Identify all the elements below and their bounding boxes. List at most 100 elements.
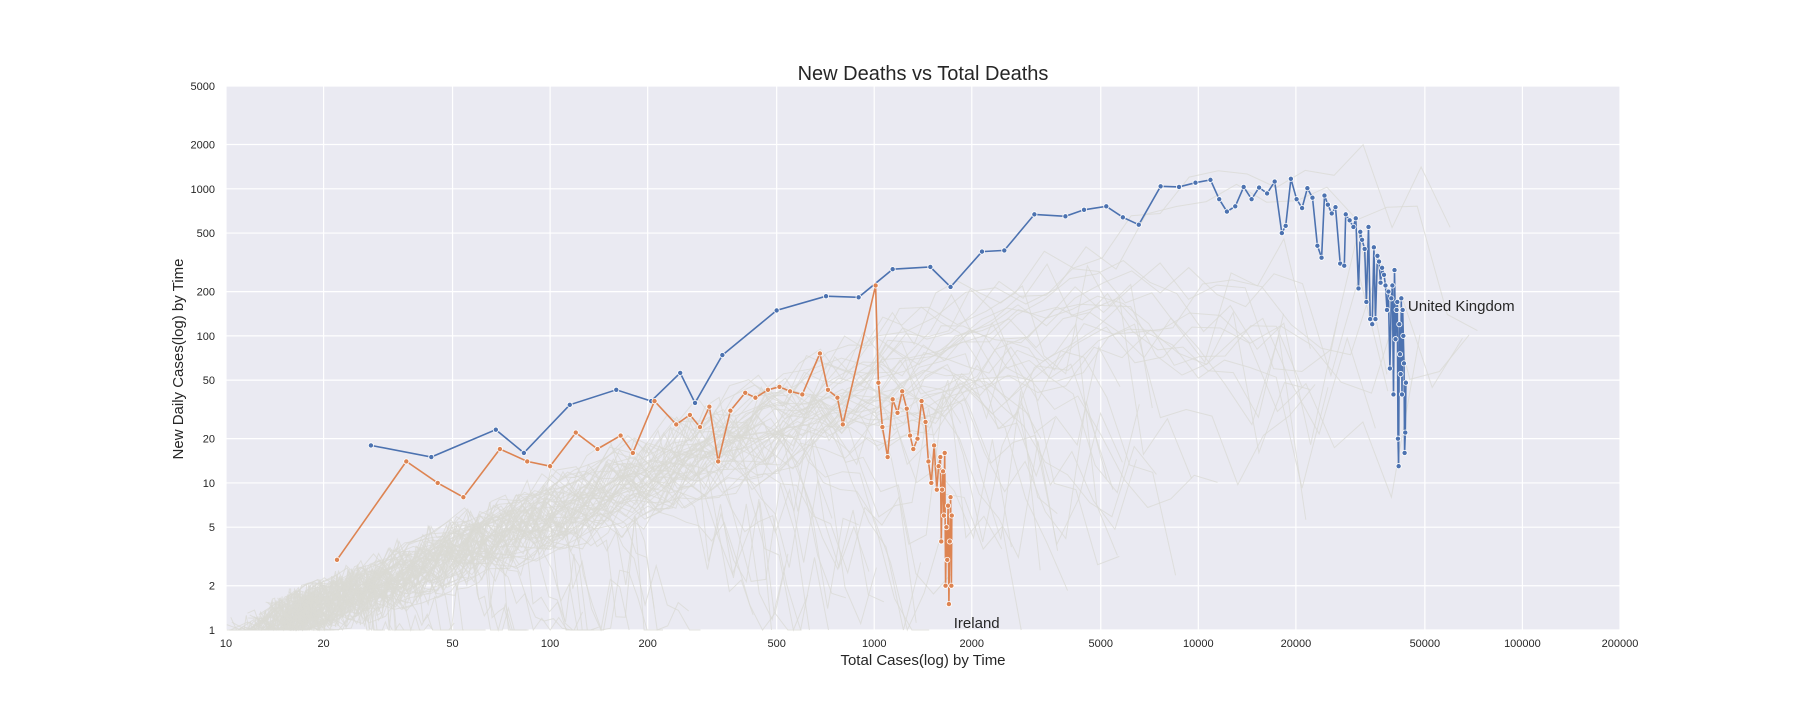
x-tick-label: 2000 xyxy=(960,638,984,650)
y-tick-label: 1000 xyxy=(191,184,215,196)
data-point xyxy=(1304,185,1311,192)
x-tick-label: 20 xyxy=(317,638,329,650)
data-point xyxy=(1361,245,1368,252)
data-point xyxy=(935,463,942,470)
data-point xyxy=(1119,214,1126,221)
data-point xyxy=(1376,258,1383,265)
background-series-line xyxy=(231,437,917,631)
data-point xyxy=(1350,223,1357,230)
data-point xyxy=(931,442,938,449)
data-point xyxy=(1396,321,1403,328)
data-point xyxy=(914,435,921,442)
data-point xyxy=(1081,206,1088,213)
data-point xyxy=(1396,351,1403,358)
background-series-line xyxy=(249,266,1389,631)
data-point xyxy=(1401,449,1408,456)
data-point xyxy=(1399,306,1406,313)
data-point xyxy=(773,307,780,314)
data-point xyxy=(686,411,693,418)
y-axis-label: New Daily Cases(log) by Time xyxy=(170,259,187,460)
background-series-line xyxy=(253,237,1311,631)
x-tick-label: 100 xyxy=(541,638,559,650)
x-tick-label: 20000 xyxy=(1281,638,1312,650)
x-tick-label: 1000 xyxy=(862,638,886,650)
data-point xyxy=(1287,175,1294,182)
data-point xyxy=(764,386,771,393)
background-series-line xyxy=(279,326,1421,631)
background-series-lines xyxy=(226,143,1478,632)
background-series-line xyxy=(270,416,870,631)
data-point xyxy=(1352,215,1359,222)
data-point xyxy=(706,403,713,410)
data-point xyxy=(496,446,503,453)
data-point xyxy=(944,556,951,563)
data-point xyxy=(824,386,831,393)
data-point xyxy=(1390,391,1397,398)
data-point xyxy=(839,421,846,428)
background-series-line xyxy=(229,359,1069,631)
data-point xyxy=(1176,183,1183,190)
series-label-ireland: Ireland xyxy=(954,615,1000,632)
x-tick-label: 50000 xyxy=(1410,638,1441,650)
data-point xyxy=(1380,271,1387,278)
data-point xyxy=(938,538,945,545)
data-point xyxy=(1062,213,1069,220)
data-point xyxy=(776,383,783,390)
background-series-line xyxy=(284,303,1311,608)
y-tick-label: 5000 xyxy=(191,81,215,93)
data-point xyxy=(910,446,917,453)
data-point xyxy=(1216,196,1223,203)
data-point xyxy=(1309,194,1316,201)
y-tick-labels: 1 2 5 10 20 50 100 200 500 1000 2000 5000 xyxy=(191,81,215,637)
data-point xyxy=(947,494,954,501)
data-point xyxy=(894,409,901,416)
data-point xyxy=(1374,252,1381,259)
background-series-line xyxy=(280,401,946,622)
data-point xyxy=(1001,247,1008,254)
data-point xyxy=(933,486,940,493)
y-tick-label: 10 xyxy=(203,478,215,490)
data-point xyxy=(629,449,636,456)
background-series-line xyxy=(239,584,334,631)
data-point xyxy=(946,538,953,545)
data-point xyxy=(1332,204,1339,211)
data-point xyxy=(855,294,862,301)
data-point xyxy=(1379,264,1386,271)
background-series-line xyxy=(276,292,1285,628)
background-series-line xyxy=(290,143,1451,626)
data-point xyxy=(1256,184,1263,191)
data-point xyxy=(903,405,910,412)
x-tick-label: 100000 xyxy=(1504,638,1541,650)
data-point xyxy=(1135,221,1142,228)
background-series-line xyxy=(226,311,1307,631)
chart-title: New Deaths vs Total Deaths xyxy=(798,63,1049,85)
data-point xyxy=(1386,365,1393,372)
data-point xyxy=(816,350,823,357)
x-axis-label: Total Cases(log) by Time xyxy=(840,652,1005,669)
data-point xyxy=(947,283,954,290)
data-point xyxy=(1393,306,1400,313)
data-point xyxy=(460,494,467,501)
data-point xyxy=(937,454,944,461)
background-series-line xyxy=(265,385,962,620)
data-point xyxy=(727,407,734,414)
data-point xyxy=(1363,298,1370,305)
data-point xyxy=(594,446,601,453)
data-point xyxy=(918,398,925,405)
data-point xyxy=(752,394,759,401)
data-point xyxy=(1391,267,1398,274)
data-point xyxy=(673,421,680,428)
data-point xyxy=(692,399,699,406)
data-point xyxy=(1271,178,1278,185)
data-point xyxy=(742,389,749,396)
data-point xyxy=(1377,279,1384,286)
data-point xyxy=(1400,332,1407,339)
data-point xyxy=(1402,429,1409,436)
data-point xyxy=(834,394,841,401)
background-series-line xyxy=(267,433,942,632)
y-tick-label: 100 xyxy=(197,331,215,343)
series-layer: United Kingdom Ireland xyxy=(333,175,1515,632)
data-point xyxy=(367,442,374,449)
data-point xyxy=(927,263,934,270)
